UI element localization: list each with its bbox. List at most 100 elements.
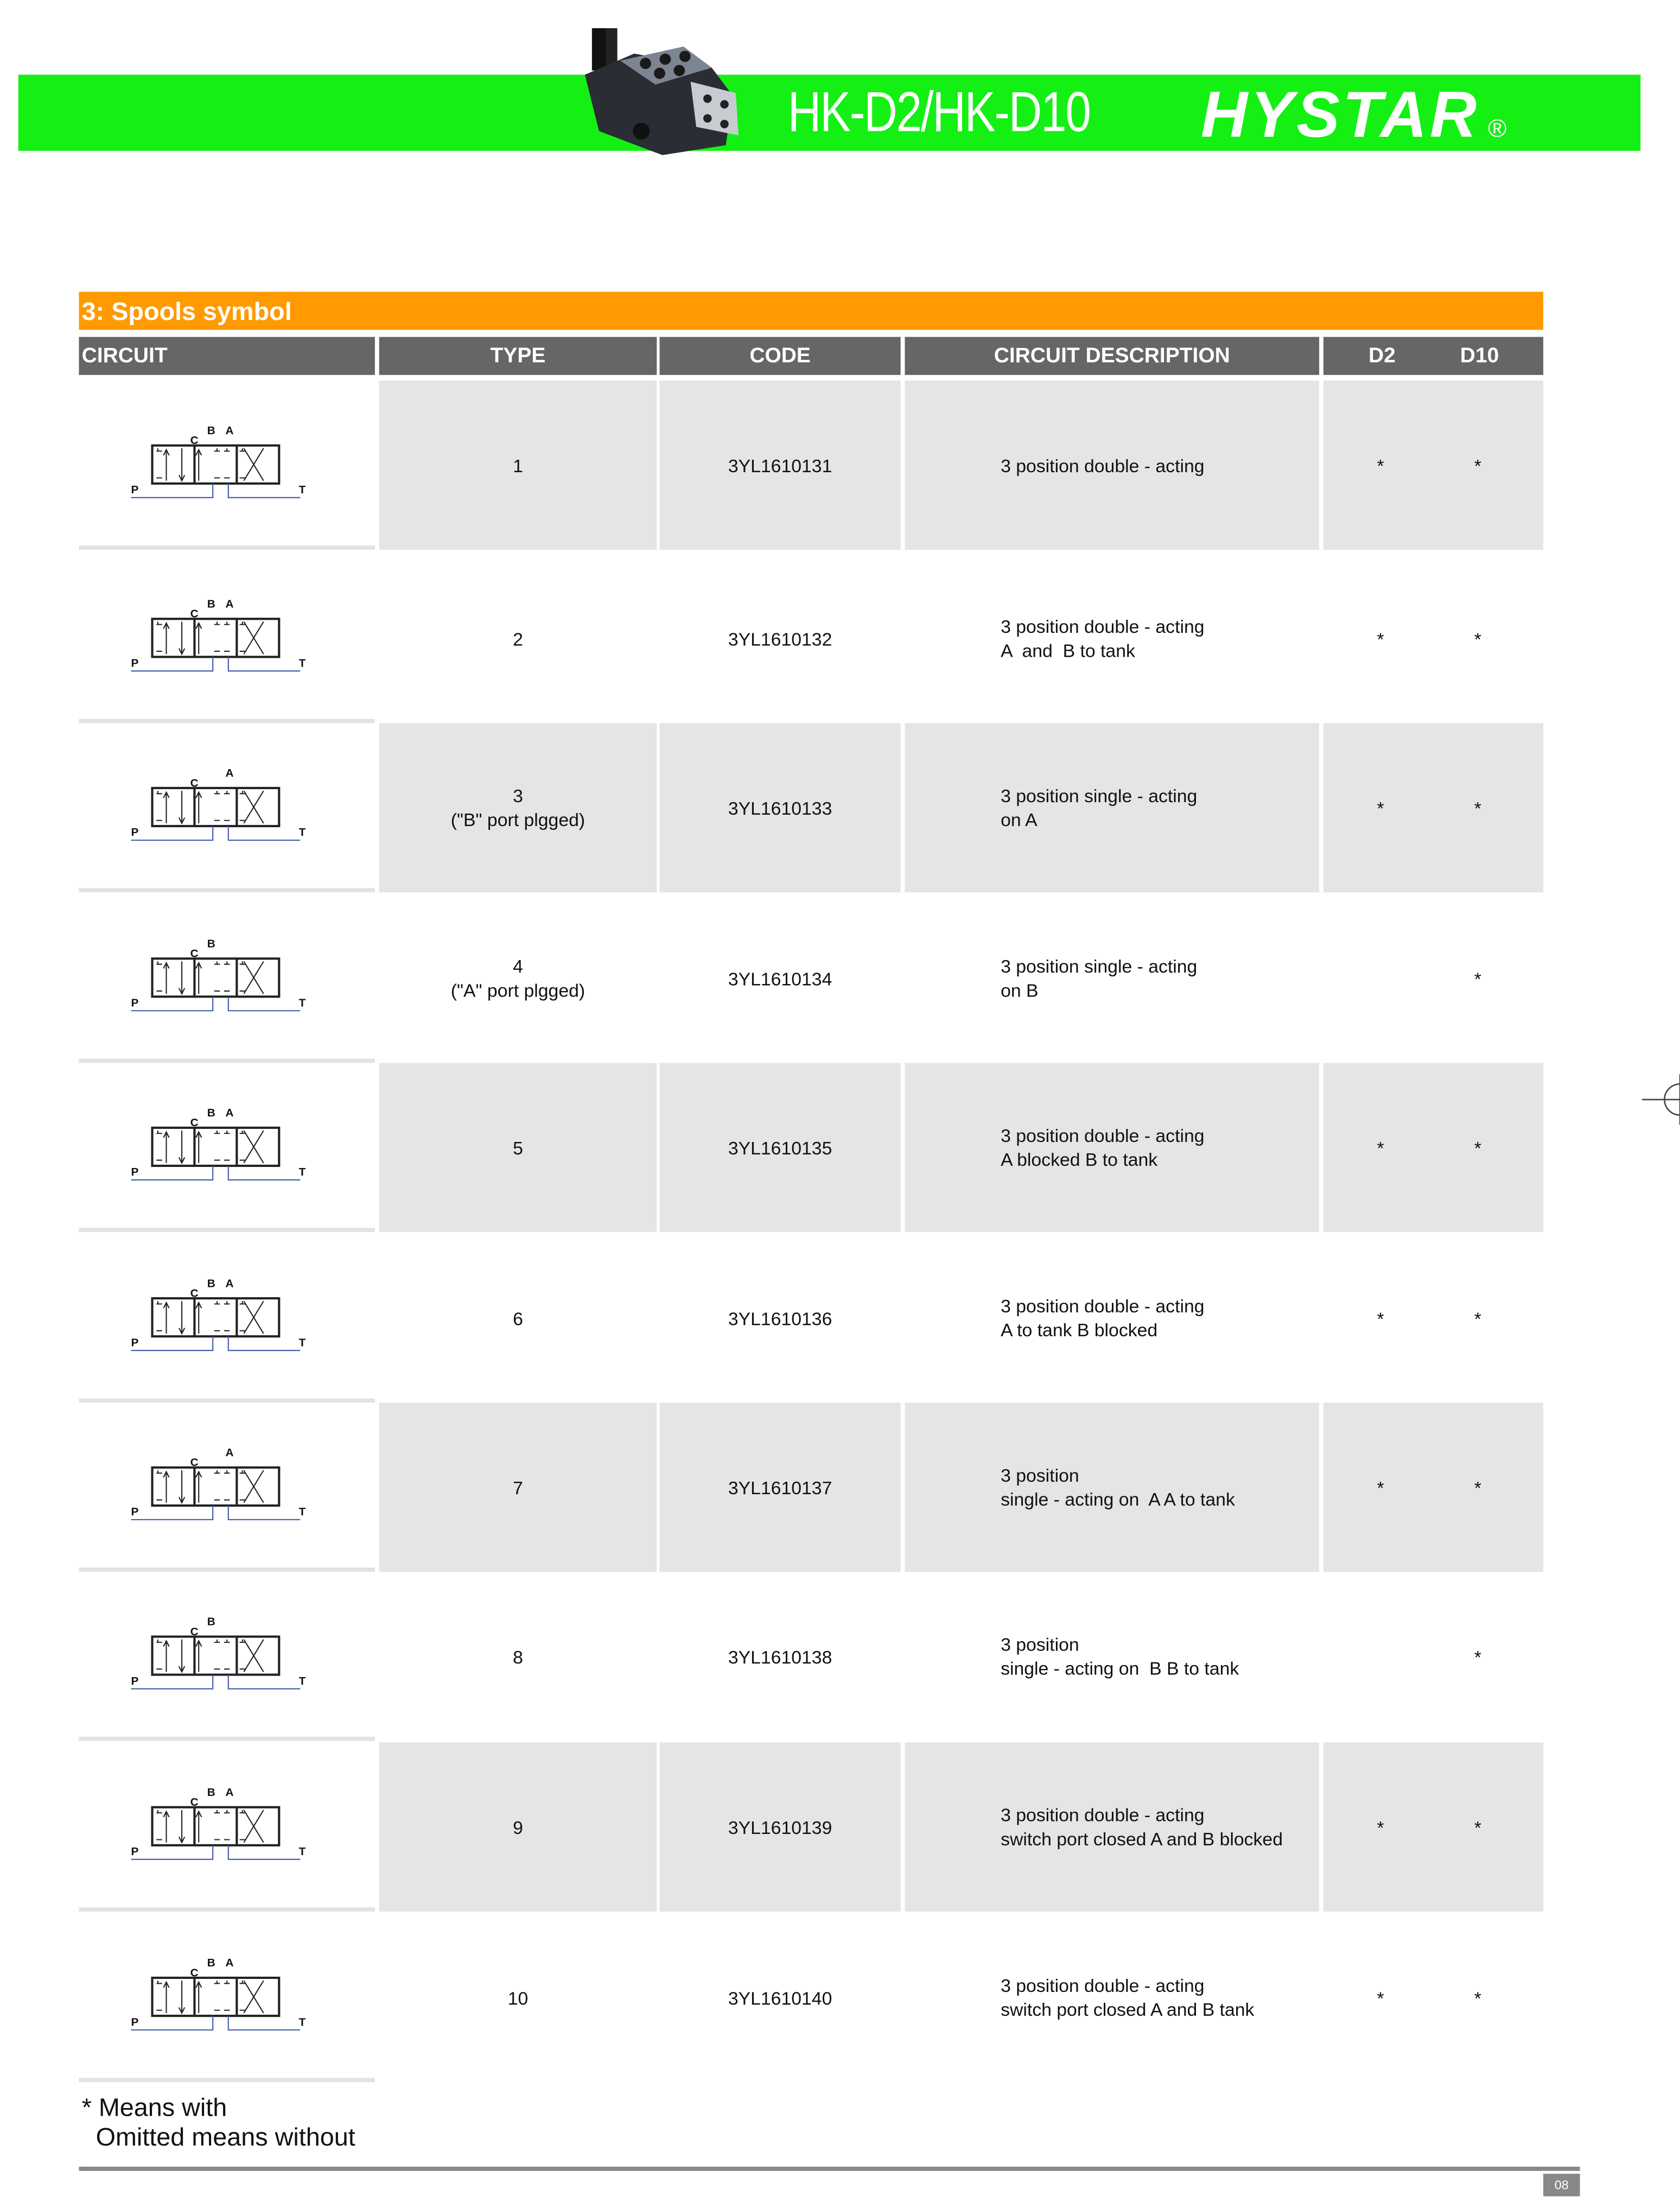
description-cell: 3 position single - acting on B: [905, 894, 1319, 1063]
availability-cell: * *: [1323, 380, 1544, 550]
description-cell: 3 position single - acting on A: [905, 723, 1320, 893]
spool-circuit-symbol: C A P T: [131, 1446, 306, 1520]
spool-circuit-symbol: C B P T: [131, 937, 306, 1012]
code-cell: 3YL1610134: [728, 968, 832, 989]
port-label-b: B: [207, 598, 215, 610]
port-label-p: P: [131, 2016, 139, 2028]
description-cell: 3 position double - acting A and B to tan…: [905, 554, 1319, 723]
d10-mark: *: [1474, 455, 1481, 477]
d2-mark: *: [1377, 629, 1384, 650]
d10-mark: *: [1474, 629, 1481, 650]
port-label-a: A: [226, 1786, 234, 1799]
model-title: HK-D2/HK-D10: [787, 81, 1091, 144]
availability-cell: * *: [1323, 1742, 1544, 1912]
registered-mark: ®: [1488, 114, 1507, 143]
type-cell: 6: [379, 1234, 657, 1403]
type-cell: 3 ("B" port plgged): [379, 723, 657, 893]
port-label-b: B: [207, 1107, 215, 1119]
description-line: 3 position double - acting: [1001, 616, 1205, 637]
code-cell: 3YL1610131: [659, 380, 901, 550]
code-cell: 3YL1610136: [728, 1307, 832, 1329]
section-header: 3: Spools symbol: [79, 291, 1544, 330]
availability-cell: * *: [1323, 1063, 1544, 1233]
port-label-c: C: [190, 1796, 199, 1808]
port-label-a: A: [226, 1277, 234, 1290]
description-line: 3 position double - acting: [1001, 1975, 1205, 1996]
port-label-c: C: [190, 1966, 199, 1979]
port-label-p: P: [131, 657, 139, 670]
type-line: 1: [513, 454, 523, 476]
brand-block: HYSTAR ®: [1201, 79, 1507, 149]
description-line: single - acting on A A to tank: [1001, 1488, 1235, 1510]
description-cell: 3 position double - acting A to tank B bl…: [905, 1234, 1319, 1403]
port-label-c: C: [190, 434, 199, 447]
port-label-b: B: [207, 1957, 215, 1969]
type-line: 6: [513, 1307, 523, 1329]
column-header-circuit: CIRCUIT: [79, 337, 375, 375]
port-label-t: T: [299, 1675, 306, 1687]
description-line: on B: [1001, 980, 1039, 1001]
table-row: C B A P T 6 3YL1610136 3 position double…: [79, 1233, 1543, 1403]
description-cell: 3 position single - acting on B B to tank: [905, 1572, 1319, 1741]
port-label-p: P: [131, 1506, 139, 1518]
column-header-d10: D10: [1460, 344, 1499, 368]
footnote-without: Omitted means without: [81, 2123, 355, 2151]
d2-mark: *: [1377, 1988, 1384, 2009]
description-line: switch port closed A and B blocked: [1001, 1828, 1283, 1850]
circuit-cell: C B P T: [79, 893, 375, 1063]
column-header-code: CODE: [659, 337, 901, 375]
brand-logo: HYSTAR: [1200, 77, 1480, 151]
circuit-cell: C B A P T: [79, 554, 375, 723]
d10-mark: *: [1474, 1817, 1481, 1838]
spool-circuit-symbol: C B A P T: [131, 1277, 306, 1351]
table-row: C B A P T 10 3YL1610140 3 position doubl…: [79, 1913, 1543, 2083]
port-label-p: P: [131, 1336, 139, 1349]
port-label-c: C: [190, 948, 199, 960]
code-cell: 3YL1610132: [728, 628, 832, 650]
description-line: A and B to tank: [1001, 640, 1135, 662]
description-cell: 3 position double - acting A blocked B to…: [905, 1063, 1320, 1233]
valve-product-image: [584, 28, 739, 155]
availability-cell: * *: [1323, 554, 1543, 723]
type-cell: 7: [379, 1402, 657, 1572]
type-line: 10: [507, 1986, 529, 2008]
description-cell: 3 position double - acting switch port cl…: [905, 1913, 1319, 2083]
table-row: C B P T 4 ("A" port plgged) 3YL1610134 3 …: [79, 893, 1543, 1063]
circuit-cell: C A P T: [79, 723, 375, 893]
type-cell: 4 ("A" port plgged): [379, 894, 657, 1063]
port-label-c: C: [190, 1287, 199, 1300]
type-cell: 10: [379, 1913, 657, 2083]
availability-cell: * *: [1323, 1402, 1544, 1572]
circuit-cell: C B A P T: [79, 1742, 375, 1912]
table-row: C B A P T 2 3YL1610132 3 position double…: [79, 554, 1543, 723]
type-line: 4: [513, 955, 523, 977]
port-label-c: C: [190, 1456, 199, 1469]
port-label-t: T: [299, 1336, 306, 1349]
code-cell: 3YL1610138: [728, 1646, 832, 1667]
spool-circuit-symbol: C B A P T: [131, 424, 306, 498]
footer-rule: [79, 2167, 1580, 2171]
d10-mark: *: [1474, 1308, 1481, 1330]
port-label-p: P: [131, 1675, 139, 1687]
port-label-c: C: [190, 1116, 199, 1129]
header-banner: [18, 74, 1641, 151]
description-line: switch port closed A and B tank: [1001, 1998, 1255, 2020]
d2-mark: *: [1377, 1817, 1384, 1838]
type-cell: 1: [379, 380, 657, 550]
port-label-p: P: [131, 1166, 139, 1178]
port-label-p: P: [131, 1845, 139, 1858]
table-row: C B A P T 5 3YL1610135 3 position double…: [79, 1063, 1544, 1233]
type-line: 2: [513, 628, 523, 650]
code-cell: 3YL1610133: [659, 723, 901, 893]
type-cell: 2: [379, 554, 657, 723]
circuit-cell: C B A P T: [79, 1913, 375, 2083]
availability-cell: * *: [1323, 723, 1544, 893]
d10-mark: *: [1474, 798, 1481, 820]
description-line: 3 position double - acting: [1001, 1804, 1205, 1826]
code-cell: 3YL1610137: [659, 1402, 901, 1572]
d10-mark: *: [1474, 1138, 1481, 1159]
port-label-t: T: [299, 1506, 306, 1518]
table-row: C B P T 8 3YL1610138 3 position single - …: [79, 1571, 1543, 1741]
code-cell: 3YL1610135: [659, 1063, 901, 1233]
footnote-with: * Means with: [81, 2093, 227, 2122]
